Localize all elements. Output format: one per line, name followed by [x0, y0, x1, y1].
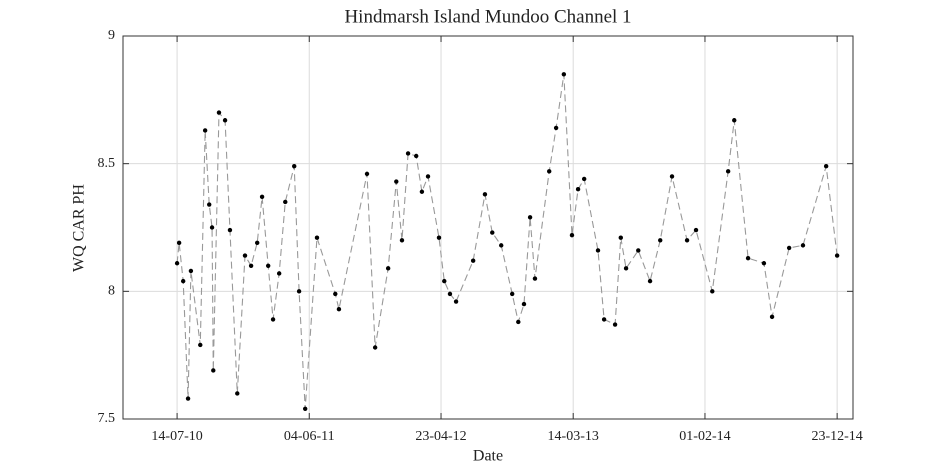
y-axis-label: WQ CAR PH [71, 184, 88, 272]
data-point [302, 406, 308, 411]
data-point [419, 189, 425, 194]
data-point [553, 125, 559, 131]
data-point [601, 317, 607, 322]
data-point [385, 266, 391, 271]
data-point [527, 215, 533, 220]
data-point [575, 187, 581, 192]
data-point [336, 307, 342, 312]
data-point [800, 243, 806, 248]
y-tick-label: 9 [108, 28, 115, 43]
x-tick-label: 14-03-13 [548, 429, 599, 444]
data-point [684, 238, 690, 243]
data-point [405, 151, 411, 156]
data-point [623, 266, 629, 271]
data-point [595, 248, 601, 253]
plot-frame [122, 35, 854, 420]
chart-title: Hindmarsh Island Mundoo Channel 1 [344, 6, 631, 27]
data-point [561, 72, 567, 77]
data-point [499, 243, 504, 248]
data-point [333, 291, 338, 297]
data-point [207, 202, 212, 207]
data-point [314, 235, 320, 240]
data-point [209, 225, 215, 230]
data-point [198, 342, 203, 348]
data-point [394, 179, 399, 184]
data-point [414, 153, 419, 159]
data-point [227, 227, 233, 233]
data-point [259, 194, 265, 200]
data-point [647, 278, 653, 284]
data-point [823, 164, 829, 169]
x-tick-label: 23-12-14 [811, 429, 862, 444]
data-point [618, 235, 623, 240]
data-point [447, 291, 453, 297]
data-point [265, 263, 271, 268]
data-point [436, 235, 442, 240]
data-point [612, 322, 618, 327]
data-point [399, 238, 405, 243]
data-point [211, 368, 216, 373]
data-point [185, 396, 191, 401]
data-point [364, 171, 370, 177]
y-tick-label: 7.5 [98, 411, 116, 426]
data-point [769, 314, 775, 320]
data-point [372, 345, 378, 350]
y-tick-label: 8 [108, 284, 115, 299]
data-point [248, 263, 254, 268]
data-point [745, 255, 751, 261]
data-point [761, 261, 767, 266]
x-tick-label: 01-02-14 [679, 429, 730, 444]
data-point [276, 271, 282, 276]
data-point [216, 110, 222, 115]
x-tick-label: 04-06-11 [284, 429, 335, 444]
x-tick-label: 14-07-10 [151, 429, 202, 444]
data-point [710, 289, 715, 294]
data-point [521, 301, 527, 307]
data-point [725, 169, 731, 174]
data-point [442, 278, 447, 284]
data-point [188, 268, 194, 274]
data-point [547, 169, 552, 174]
data-point [669, 174, 675, 179]
data-point [732, 118, 737, 123]
data-point [786, 245, 792, 251]
x-tick-label: 23-04-12 [415, 429, 466, 444]
data-point [581, 176, 587, 182]
data-point [255, 240, 260, 246]
data-point [425, 174, 431, 179]
data-point [516, 319, 521, 325]
data-point [202, 128, 208, 133]
data-point [532, 276, 538, 281]
data-point [658, 238, 663, 243]
data-point [693, 227, 699, 233]
x-axis-label: Date [473, 448, 503, 465]
data-point [180, 278, 186, 284]
data-line [176, 74, 838, 409]
data-point [235, 391, 240, 396]
data-point [242, 253, 248, 258]
data-point [490, 230, 495, 235]
data-point [292, 164, 297, 169]
data-point [509, 291, 515, 297]
data-point [174, 261, 180, 266]
data-point [222, 118, 228, 123]
data-point [176, 240, 182, 246]
data-point [283, 199, 288, 205]
data-point [296, 289, 302, 294]
data-point [636, 248, 641, 253]
data-point [470, 258, 476, 263]
data-point [569, 232, 575, 238]
data-point [482, 192, 488, 197]
data-point [270, 317, 276, 322]
data-point [834, 253, 840, 258]
data-point [453, 299, 459, 304]
y-tick-label: 8.5 [98, 156, 116, 171]
